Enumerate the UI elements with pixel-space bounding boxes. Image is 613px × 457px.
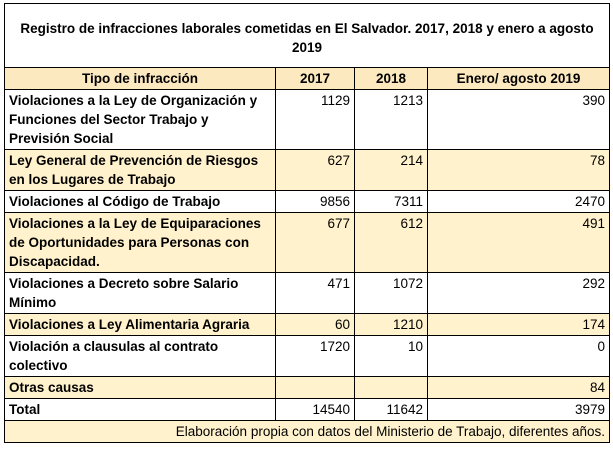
table-row: Violaciones a Decreto sobre Salario Míni… xyxy=(4,272,611,314)
value-2019: 174 xyxy=(426,313,611,336)
value-2019: 84 xyxy=(426,376,611,399)
value-2018: 7311 xyxy=(354,190,428,213)
table-row: Violaciones a Ley Alimentaria Agraria 60… xyxy=(4,313,611,336)
value-2018 xyxy=(354,376,428,399)
infraction-name: Violaciones a Decreto sobre Salario Míni… xyxy=(4,272,276,314)
infraction-name: Otras causas xyxy=(4,376,276,399)
value-2018: 1072 xyxy=(354,272,428,314)
value-2017: 677 xyxy=(275,212,355,273)
total-2018: 11642 xyxy=(354,398,428,421)
value-2017 xyxy=(275,376,355,399)
value-2017: 60 xyxy=(275,313,355,336)
table-row: Violaciones a la Ley de Organización y F… xyxy=(4,89,611,150)
value-2019: 390 xyxy=(426,89,611,150)
col-header-2017: 2017 xyxy=(275,67,355,90)
value-2018: 10 xyxy=(354,335,428,377)
table-row: Otras causas 84 xyxy=(4,376,611,399)
infraction-name: Violaciones a la Ley de Organización y F… xyxy=(4,89,276,150)
value-2018: 1213 xyxy=(354,89,428,150)
value-2017: 1720 xyxy=(275,335,355,377)
infraction-name: Ley General de Prevención de Riesgos en … xyxy=(4,149,276,191)
value-2019: 2470 xyxy=(426,190,611,213)
col-header-2019: Enero/ agosto 2019 xyxy=(426,67,611,90)
value-2017: 627 xyxy=(275,149,355,191)
table-row: Violación a clausulas al contrato colect… xyxy=(4,335,611,377)
table-row: Violaciones al Código de Trabajo 9856 73… xyxy=(4,190,611,213)
value-2018: 214 xyxy=(354,149,428,191)
total-label: Total xyxy=(4,398,276,421)
table-row: Violaciones a la Ley de Equiparaciones d… xyxy=(4,212,611,273)
value-2019: 491 xyxy=(426,212,611,273)
value-2018: 1210 xyxy=(354,313,428,336)
infraction-name: Violación a clausulas al contrato colect… xyxy=(4,335,276,377)
infraction-name: Violaciones a Ley Alimentaria Agraria xyxy=(4,313,276,336)
value-2019: 78 xyxy=(426,149,611,191)
value-2017: 471 xyxy=(275,272,355,314)
total-2019: 3979 xyxy=(426,398,611,421)
table-row: Ley General de Prevención de Riesgos en … xyxy=(4,149,611,191)
infractions-table: Registro de infracciones laborales comet… xyxy=(3,3,611,443)
value-2019: 0 xyxy=(426,335,611,377)
col-header-type: Tipo de infracción xyxy=(4,67,276,90)
value-2018: 612 xyxy=(354,212,428,273)
value-2017: 1129 xyxy=(275,89,355,150)
infraction-name: Violaciones al Código de Trabajo xyxy=(4,190,276,213)
infraction-name: Violaciones a la Ley de Equiparaciones d… xyxy=(4,212,276,273)
total-row: Total 14540 11642 3979 xyxy=(4,398,611,421)
total-2017: 14540 xyxy=(275,398,355,421)
source-note: Elaboración propia con datos del Ministe… xyxy=(3,420,611,443)
table-title: Registro de infracciones laborales comet… xyxy=(3,3,611,68)
value-2017: 9856 xyxy=(275,190,355,213)
col-header-2018: 2018 xyxy=(354,67,428,90)
value-2019: 292 xyxy=(426,272,611,314)
header-row: Tipo de infracción 2017 2018 Enero/ agos… xyxy=(4,67,611,90)
